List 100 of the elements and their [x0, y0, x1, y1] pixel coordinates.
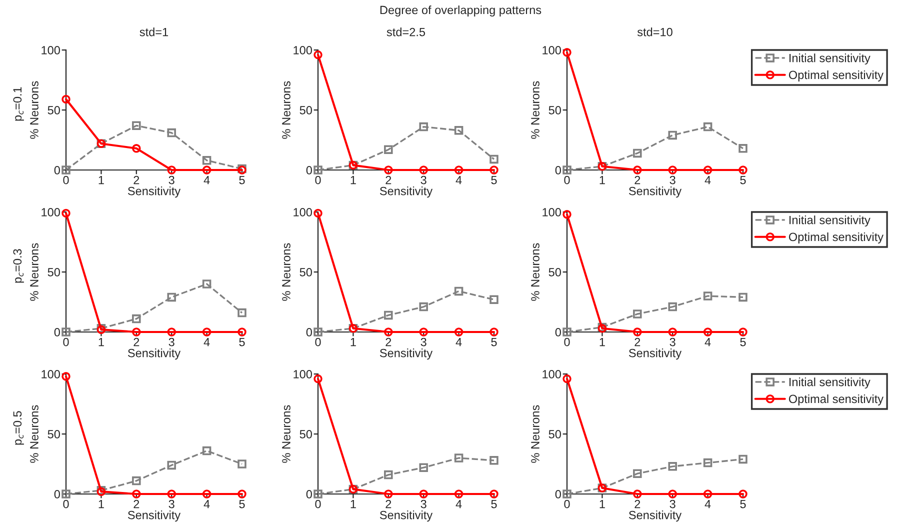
x-tick-label: 3 [168, 500, 174, 508]
y-tick-label: 50 [300, 106, 312, 114]
y-tick-label: 50 [48, 268, 60, 276]
x-tick-label: 2 [386, 338, 392, 346]
x-tick-label: 4 [456, 500, 462, 508]
x-axis-title: Sensitivity [628, 510, 682, 522]
y-tick-label: 100 [294, 370, 312, 378]
x-tick-label: 5 [491, 500, 497, 508]
point [132, 121, 141, 130]
legend-label: Optimal sensitivity [788, 70, 884, 82]
point [562, 166, 572, 174]
legend-label: Optimal sensitivity [788, 232, 884, 244]
point [167, 166, 176, 174]
y-tick-label: 50 [300, 430, 312, 438]
point [738, 454, 748, 464]
x-tick-label: 0 [564, 176, 570, 184]
x-tick-label: 2 [386, 500, 392, 508]
x-tick-label: 4 [456, 338, 462, 346]
y-tick-label: 100 [542, 370, 561, 378]
point [633, 148, 642, 158]
x-tick-label: 2 [134, 176, 140, 184]
chart-title: std=10 [637, 28, 672, 36]
x-axis-title: Sensitivity [128, 510, 181, 522]
point [633, 166, 642, 174]
point [62, 490, 70, 498]
point [562, 374, 572, 384]
point [314, 374, 322, 384]
point [738, 292, 748, 302]
y-axis-title: % Neurons [30, 243, 38, 301]
x-tick-label: 1 [600, 338, 605, 346]
point [454, 454, 464, 462]
point [167, 490, 176, 498]
point [490, 295, 498, 304]
point [167, 460, 176, 470]
point [633, 490, 642, 498]
point [738, 166, 748, 174]
x-tick-label: 3 [420, 176, 426, 184]
point [314, 328, 322, 336]
point [167, 128, 176, 138]
y-tick-label: 50 [300, 268, 312, 276]
point [384, 145, 393, 154]
x-tick-label: 3 [670, 500, 676, 508]
y-tick-label: 100 [542, 46, 561, 54]
point [738, 144, 748, 153]
y-tick-label: 100 [42, 46, 60, 54]
point [668, 302, 677, 312]
point [314, 208, 322, 218]
point [454, 490, 464, 498]
x-tick-label: 1 [600, 500, 605, 508]
x-tick-label: 5 [740, 338, 746, 346]
point [132, 328, 141, 336]
point [419, 490, 428, 498]
x-tick-label: 2 [134, 338, 140, 346]
y-tick-label: 0 [555, 328, 561, 336]
legend-label: Initial sensitivity [789, 54, 870, 65]
x-tick-label: 5 [491, 338, 497, 346]
x-tick-label: 0 [63, 500, 69, 508]
point [314, 50, 322, 60]
x-axis-title: Sensitivity [128, 186, 181, 198]
x-axis-title: Sensitivity [380, 348, 433, 360]
y-tick-label: 50 [48, 106, 60, 114]
point [633, 328, 642, 336]
x-tick-label: 0 [564, 500, 570, 508]
x-tick-label: 3 [670, 176, 676, 184]
y-tick-label: 50 [48, 430, 60, 438]
chart-title: std=2.5 [386, 28, 426, 36]
y-tick-label: 100 [294, 46, 312, 54]
x-tick-label: 1 [600, 176, 605, 184]
point [419, 463, 428, 472]
point [490, 328, 498, 336]
y-tick-label: 0 [54, 166, 60, 174]
point [454, 126, 464, 135]
point [668, 462, 677, 471]
y-tick-label: 0 [54, 490, 60, 498]
x-tick-label: 2 [634, 500, 640, 508]
point [668, 490, 677, 498]
y-tick-label: 0 [54, 328, 60, 336]
y-tick-label: 50 [548, 106, 561, 114]
y-tick-label: 0 [555, 490, 561, 498]
x-axis-title: Sensitivity [628, 186, 682, 198]
x-tick-label: 3 [168, 176, 174, 184]
point [668, 328, 677, 336]
x-tick-label: 4 [704, 176, 711, 184]
point [454, 166, 464, 174]
point [454, 328, 464, 336]
x-tick-label: 4 [704, 500, 711, 508]
x-axis-title: Sensitivity [628, 348, 682, 360]
x-tick-label: 3 [420, 500, 426, 508]
point [454, 286, 464, 296]
x-tick-label: 1 [350, 176, 356, 184]
x-tick-label: 3 [420, 338, 426, 346]
point [314, 166, 322, 174]
point [419, 122, 428, 132]
point [490, 456, 498, 465]
point [238, 328, 246, 336]
point [633, 310, 642, 318]
y-tick-label: 100 [42, 370, 60, 378]
x-tick-label: 5 [239, 338, 245, 346]
y-tick-label: 50 [548, 268, 561, 276]
legend-label: Initial sensitivity [789, 216, 870, 227]
